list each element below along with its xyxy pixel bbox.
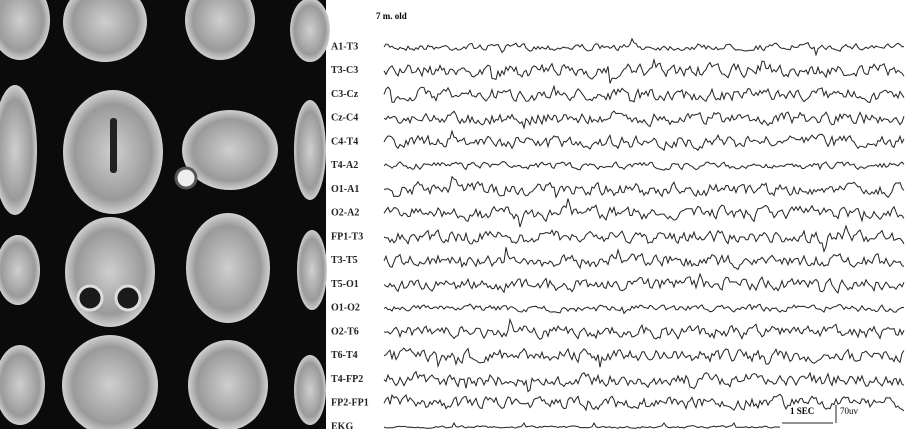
time-scale-label: 1 SEC (790, 406, 814, 416)
eeg-trace (384, 131, 904, 150)
channel-label: Cz-C4 (331, 113, 358, 124)
channel-label: T4-A2 (331, 160, 358, 171)
channel-label: O2-T6 (331, 326, 359, 337)
mri-eye (176, 168, 196, 188)
eeg-panel: A1-T3 T3-C3 C3-Cz Cz-C4 C4-T4 T4-A2 O1-A1 O2-A2… (331, 39, 904, 429)
eeg-trace (384, 304, 904, 313)
mri-slice (188, 340, 268, 429)
eeg-trace (384, 247, 904, 269)
channel-label: T6-T4 (331, 350, 358, 361)
channel-label: A1-T3 (331, 41, 358, 52)
eeg-trace (384, 39, 904, 55)
mri-ventricle (110, 118, 117, 173)
mri-slice (294, 355, 326, 425)
eeg-trace (384, 162, 904, 171)
eeg-trace (384, 177, 904, 198)
eeg-trace (384, 423, 780, 428)
channel-label: O2-A2 (331, 208, 359, 219)
mri-slice (294, 100, 326, 200)
mri-orbit (78, 286, 102, 310)
eeg-trace (384, 199, 904, 227)
channel-label: C4-T4 (331, 136, 358, 147)
eeg-trace (384, 320, 904, 340)
eeg-trace (384, 111, 904, 128)
channel-label: O1-O2 (331, 303, 360, 314)
eeg-trace (384, 86, 904, 102)
figure: 7 m. old A1-T3 T3-C3 C3-Cz Cz-C4 C4-T4 T4-A2 O… (0, 0, 908, 429)
channel-label: O1-A1 (331, 184, 359, 195)
eeg-trace (384, 394, 904, 411)
mri-slice (290, 0, 330, 62)
channel-label: T5-O1 (331, 279, 359, 290)
eeg-trace (384, 348, 904, 367)
amplitude-scale-label: 70uv (840, 406, 859, 416)
channel-label: T3-T5 (331, 255, 358, 266)
mri-orbit (116, 286, 140, 310)
channel-label: FP2-FP1 (331, 398, 369, 409)
page: {"header": {"title": "7 m. old"}, "chann… (0, 0, 908, 429)
age-label: 7 m. old (376, 11, 407, 21)
channel-label: C3-Cz (331, 89, 359, 100)
mri-slice (65, 217, 155, 327)
channel-label: EKG (331, 421, 353, 429)
eeg-trace (384, 274, 904, 293)
mri-slice (186, 213, 270, 323)
mri-slice (297, 230, 327, 310)
eeg-trace (384, 60, 904, 84)
channel-label: T4-FP2 (331, 374, 363, 385)
eeg-trace (384, 226, 904, 251)
eeg-trace (384, 372, 904, 392)
channel-label: FP1-T3 (331, 231, 363, 242)
mri-panel (0, 0, 330, 429)
mri-background (0, 0, 326, 429)
channel-label: T3-C3 (331, 65, 358, 76)
